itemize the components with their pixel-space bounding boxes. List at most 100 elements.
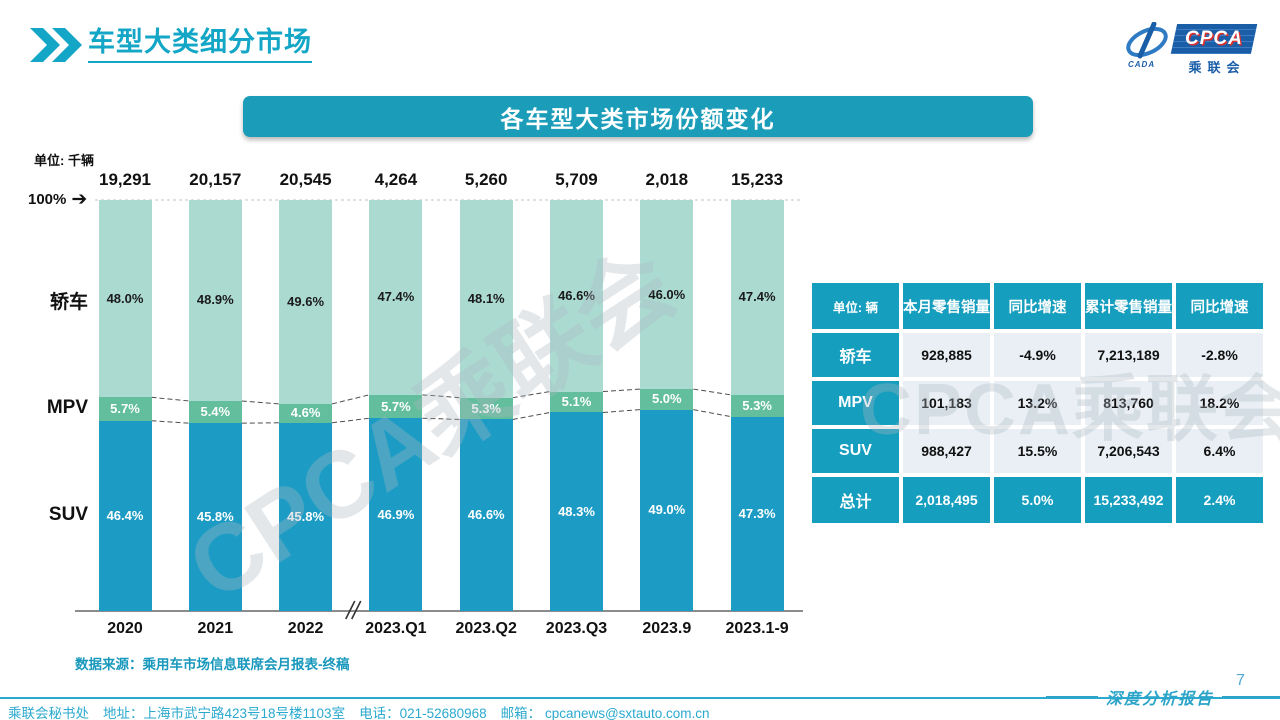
bar-value-label: 5.3% <box>742 397 772 413</box>
bar-total-label: 5,260 <box>464 170 508 189</box>
bar-value-label: 5.7% <box>381 398 411 414</box>
arrow-right-icon: ➔ <box>71 189 88 210</box>
axis-break-slash <box>345 600 356 620</box>
bar-value-label: 46.4% <box>106 507 144 523</box>
bar-total-label: 2,018 <box>645 170 689 189</box>
bar-segment-轿车-2023.Q2 <box>459 200 513 398</box>
x-axis-label: 2023.1-9 <box>725 620 789 637</box>
series-label-MPV: MPV <box>46 396 88 418</box>
footer-email-wrap: 邮箱： cpcanews@sxtauto.com.cn <box>501 702 710 720</box>
connector-line <box>512 391 551 399</box>
cada-label: CADA <box>1128 60 1156 69</box>
bar-value-label: 46.0% <box>648 286 686 302</box>
table-cell: 13.2% <box>994 381 1081 425</box>
bar-segment-轿车-2023.Q1 <box>369 200 423 395</box>
bar-value-label: 47.4% <box>738 289 776 305</box>
bar-value-label: 47.4% <box>377 289 415 305</box>
table-row-label-MPV: MPV <box>812 381 899 425</box>
bar-segment-MPV-2021 <box>188 400 242 424</box>
table-column-header: 累计零售销量 <box>1085 283 1172 329</box>
connector-line <box>151 420 189 424</box>
series-label-SUV: SUV <box>48 503 88 525</box>
table-cell: 5.0% <box>994 477 1081 523</box>
table-cell: -2.8% <box>1176 333 1263 377</box>
bar-value-label: 49.0% <box>648 502 686 518</box>
bar-value-label: 46.9% <box>377 506 415 522</box>
footer: 乘联会秘书处 地址：上海市武宁路423号18号楼1103室 电话：021-526… <box>8 702 709 720</box>
page-title: 车型大类细分市场 <box>88 26 312 64</box>
footer-email-label: 邮箱： <box>500 706 542 720</box>
axis-break-slash <box>351 600 362 620</box>
connector-line <box>151 396 189 402</box>
table-column-header: 本月零售销量 <box>903 283 990 329</box>
table-column-header: 同比增速 <box>994 283 1081 329</box>
table-row-label-轿车: 轿车 <box>812 333 899 377</box>
report-type-label: 深度分析报告 <box>1106 689 1215 708</box>
table-cell: 988,427 <box>903 429 990 473</box>
bar-segment-SUV-2022 <box>279 422 333 611</box>
connector-line <box>602 388 641 393</box>
section-banner: 各车型大类市场份额变化 <box>243 96 1033 137</box>
bar-value-label: 48.1% <box>467 290 505 306</box>
footer-email-link[interactable]: cpcanews@sxtauto.com.cn <box>544 706 710 720</box>
bar-value-label: 49.6% <box>287 293 325 309</box>
connector-line <box>422 394 460 399</box>
bar-segment-MPV-2020 <box>98 397 152 421</box>
bar-segment-SUV-2023.9 <box>640 409 694 611</box>
connector-line <box>512 411 551 420</box>
connector-line <box>693 388 731 396</box>
table-column-header: 同比增速 <box>1176 283 1263 329</box>
bar-total-label: 15,233 <box>731 170 784 189</box>
table-cell: 2,018,495 <box>903 477 990 523</box>
footer-org: 乘联会秘书处 <box>8 706 89 720</box>
footer-phone: 电话：021-52680968 <box>359 706 487 720</box>
x-axis-label: 2023.Q3 <box>545 620 608 637</box>
connector-line <box>422 417 460 420</box>
connector-line <box>693 409 731 418</box>
bar-segment-MPV-2022 <box>279 403 333 423</box>
bar-segment-MPV-2023.Q3 <box>550 391 603 413</box>
bar-value-label: 47.3% <box>738 505 776 521</box>
report-label-line-right <box>1222 696 1280 698</box>
bar-value-label: 45.8% <box>196 509 234 525</box>
bar-total-label: 19,291 <box>99 170 151 189</box>
y-axis-100-label: 100% ➔ <box>28 190 87 209</box>
bar-segment-MPV-2023.Q2 <box>459 397 513 420</box>
retail-sales-table: 单位: 辆本月零售销量 同比增速 累计零售销量 同比增速 轿车 928,885 -4.9% 7… <box>812 283 1263 523</box>
x-axis-label: 2020 <box>107 620 143 637</box>
bar-value-label: 4.6% <box>290 405 321 421</box>
cpca-cn-label: 乘联会 <box>1188 60 1246 75</box>
bar-segment-轿车-2023.1-9 <box>730 200 784 395</box>
bar-segment-SUV-2023.1-9 <box>730 416 784 611</box>
x-axis-label: 2023.9 <box>642 620 692 637</box>
bar-segment-轿车-2022 <box>279 200 333 404</box>
x-axis-label: 2023.Q2 <box>455 620 517 637</box>
bar-value-label: 5.4% <box>200 404 231 420</box>
bar-segment-SUV-2023.Q1 <box>369 418 423 611</box>
bar-segment-轿车-2023.9 <box>640 200 694 390</box>
bar-segment-SUV-2023.Q2 <box>459 419 513 611</box>
bar-total-label: 5,709 <box>555 170 598 189</box>
footer-divider <box>0 697 1280 699</box>
bar-value-label: 46.6% <box>558 287 595 303</box>
bar-segment-轿车-2023.Q3 <box>550 200 603 392</box>
bar-value-label: 5.3% <box>471 400 501 416</box>
bar-value-label: 5.1% <box>561 394 592 409</box>
table-cell: -4.9% <box>994 333 1081 377</box>
x-axis-label: 2021 <box>197 620 234 637</box>
section-banner-title: 各车型大类市场份额变化 <box>500 105 776 132</box>
bar-value-label: 5.7% <box>110 400 140 416</box>
cpca-logo: CADA CPCA 乘联会 <box>1124 20 1258 75</box>
table-cell: 7,213,189 <box>1085 333 1172 377</box>
table-row-label-总计: 总计 <box>812 477 899 523</box>
footer-address: 地址：上海市武宁路423号18号楼1103室 <box>103 706 346 720</box>
bar-segment-MPV-2023.Q1 <box>369 394 423 419</box>
bar-value-label: 5.0% <box>651 391 682 407</box>
chart-unit-label: 单位: 千辆 <box>34 153 94 168</box>
table-cell: 6.4% <box>1176 429 1263 473</box>
connector-line <box>331 394 370 405</box>
table-cell: 15.5% <box>994 429 1081 473</box>
table-cell: 18.2% <box>1176 381 1263 425</box>
bar-value-label: 46.6% <box>467 507 505 523</box>
